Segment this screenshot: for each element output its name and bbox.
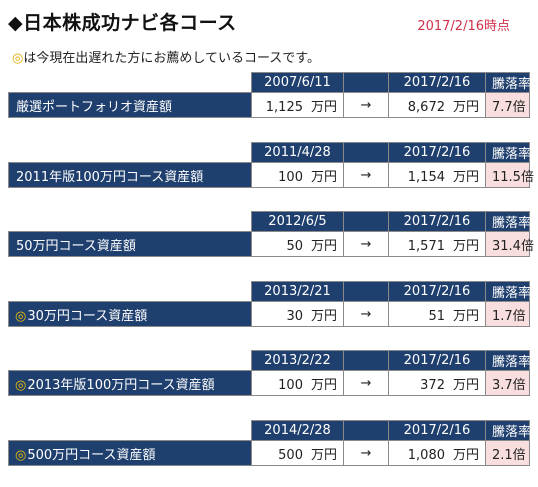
header-spacer — [343, 281, 389, 302]
end-amount: 51 万円 — [388, 301, 486, 327]
double-circle-icon: ◎ — [15, 377, 27, 393]
start-date: 2007/6/11 — [251, 72, 344, 93]
end-amount: 1,154 万円 — [388, 162, 486, 188]
course-date-row: 2011/4/28 2017/2/16 騰落率 — [9, 142, 531, 163]
arrow-icon: → — [343, 92, 389, 118]
start-date: 2013/2/21 — [251, 281, 344, 302]
end-date: 2017/2/16 — [388, 350, 486, 371]
header-spacer — [343, 72, 389, 93]
course-name: 厳選ポートフォリオ資産額 — [8, 92, 252, 118]
page-title: ◆日本株成功ナビ各コース — [8, 12, 237, 34]
course-value-row: 厳選ポートフォリオ資産額 1,125 万円 → 8,672 万円 7.7倍 — [8, 92, 530, 118]
growth-rate: 3.7倍 — [485, 370, 530, 396]
end-amount: 1,571 万円 — [388, 231, 486, 257]
course-name: 2011年版100万円コース資産額 — [8, 162, 252, 188]
note-text: は今現在出遅れた方にお薦めしているコースです。 — [23, 51, 321, 66]
end-amount: 8,672 万円 — [388, 92, 486, 118]
end-date: 2017/2/16 — [388, 281, 486, 302]
course-name: ◎2013年版100万円コース資産額 — [8, 370, 252, 396]
course-date-row: 2013/2/21 2017/2/16 騰落率 — [9, 281, 531, 302]
course-value-row: 2011年版100万円コース資産額 100 万円 → 1,154 万円 11.5倍 — [8, 162, 534, 188]
course-table: 2014/2/28 2017/2/16 騰落率 ◎500万円コース資産額 500… — [8, 420, 531, 466]
double-circle-icon: ◎ — [15, 447, 27, 463]
header-spacer — [343, 420, 389, 441]
course-date-row: 2007/6/11 2017/2/16 騰落率 — [9, 72, 531, 93]
end-date: 2017/2/16 — [388, 72, 486, 93]
rate-header: 騰落率 — [485, 350, 531, 371]
rate-header: 騰落率 — [485, 420, 531, 441]
growth-rate: 2.1倍 — [485, 440, 530, 466]
growth-rate: 11.5倍 — [485, 162, 534, 188]
arrow-icon: → — [343, 301, 389, 327]
course-table: 2012/6/5 2017/2/16 騰落率 50万円コース資産額 50 万円 →… — [8, 211, 534, 257]
growth-rate: 7.7倍 — [485, 92, 530, 118]
rate-header: 騰落率 — [485, 142, 531, 163]
end-date: 2017/2/16 — [388, 142, 486, 163]
course-name: ◎500万円コース資産額 — [8, 440, 252, 466]
course-table: 2013/2/22 2017/2/16 騰落率 ◎2013年版100万円コース資… — [8, 350, 531, 396]
start-date: 2013/2/22 — [251, 350, 344, 371]
arrow-icon: → — [343, 231, 389, 257]
start-date: 2011/4/28 — [251, 142, 344, 163]
course-value-row: ◎500万円コース資産額 500 万円 → 1,080 万円 2.1倍 — [8, 440, 530, 466]
as-of-date: 2017/2/16時点 — [417, 19, 510, 34]
end-date: 2017/2/16 — [388, 211, 486, 232]
rate-header: 騰落率 — [485, 281, 531, 302]
header-spacer — [343, 142, 389, 163]
double-circle-icon: ◎ — [15, 308, 27, 324]
start-amount: 100 万円 — [251, 370, 344, 396]
growth-rate: 31.4倍 — [485, 231, 534, 257]
course-name: ◎30万円コース資産額 — [8, 301, 252, 327]
page-header: ◆日本株成功ナビ各コース 2017/2/16時点 — [8, 7, 532, 35]
arrow-icon: → — [343, 370, 389, 396]
recommendation-note: ◎は今現在出遅れた方にお薦めしているコースです。 — [12, 47, 320, 66]
double-circle-icon: ◎ — [12, 51, 24, 66]
course-value-row: ◎30万円コース資産額 30 万円 → 51 万円 1.7倍 — [8, 301, 530, 327]
end-date: 2017/2/16 — [388, 420, 486, 441]
start-amount: 30 万円 — [251, 301, 344, 327]
start-date: 2012/6/5 — [251, 211, 344, 232]
start-amount: 500 万円 — [251, 440, 344, 466]
course-name: 50万円コース資産額 — [8, 231, 252, 257]
growth-rate: 1.7倍 — [485, 301, 530, 327]
start-amount: 50 万円 — [251, 231, 344, 257]
end-amount: 372 万円 — [388, 370, 486, 396]
header-spacer — [343, 211, 389, 232]
course-table: 2013/2/21 2017/2/16 騰落率 ◎30万円コース資産額 30 万円… — [8, 281, 531, 327]
course-date-row: 2012/6/5 2017/2/16 騰落率 — [9, 211, 531, 232]
rate-header: 騰落率 — [485, 211, 531, 232]
course-table: 2011/4/28 2017/2/16 騰落率 2011年版100万円コース資産… — [8, 142, 534, 188]
arrow-icon: → — [343, 162, 389, 188]
course-date-row: 2013/2/22 2017/2/16 騰落率 — [9, 350, 531, 371]
start-date: 2014/2/28 — [251, 420, 344, 441]
course-value-row: ◎2013年版100万円コース資産額 100 万円 → 372 万円 3.7倍 — [8, 370, 530, 396]
course-value-row: 50万円コース資産額 50 万円 → 1,571 万円 31.4倍 — [8, 231, 534, 257]
arrow-icon: → — [343, 440, 389, 466]
start-amount: 100 万円 — [251, 162, 344, 188]
start-amount: 1,125 万円 — [251, 92, 344, 118]
rate-header: 騰落率 — [485, 72, 531, 93]
end-amount: 1,080 万円 — [388, 440, 486, 466]
course-table: 2007/6/11 2017/2/16 騰落率 厳選ポートフォリオ資産額 1,1… — [8, 72, 531, 118]
header-spacer — [343, 350, 389, 371]
course-date-row: 2014/2/28 2017/2/16 騰落率 — [9, 420, 531, 441]
